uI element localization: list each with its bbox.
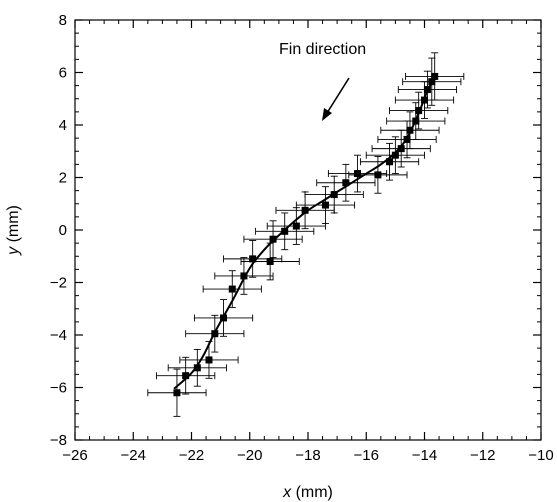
data-point: [421, 96, 428, 104]
y-axis: −8 −6 −4 −2 0 2 4 6 8: [50, 12, 541, 449]
x-tick-label: −20: [237, 447, 262, 464]
data-point: [397, 145, 405, 153]
data-point: [240, 272, 248, 280]
data-point: [321, 201, 329, 209]
y-axis-label-unit: (mm): [5, 205, 22, 242]
data-point: [281, 227, 289, 235]
data-point: [415, 107, 423, 115]
y-tick-label: −2: [50, 275, 67, 292]
x-tick-label: −14: [412, 447, 437, 464]
data-point: [292, 222, 300, 230]
y-tick-label: 8: [59, 12, 67, 29]
y-tick-label: 0: [59, 222, 67, 239]
data-point: [403, 135, 411, 143]
x-axis-label-unit: (mm): [296, 484, 333, 501]
x-tick-label: −18: [295, 447, 320, 464]
data-point: [193, 364, 201, 372]
y-tick-label: 2: [59, 170, 67, 187]
data-point: [211, 330, 219, 338]
data-point: [249, 255, 257, 263]
x-axis: −26 −24 −22 −20 −18 −16 −14 −12 −10: [62, 20, 554, 464]
data-point: [431, 72, 439, 80]
data-point: [423, 86, 431, 94]
y-axis-label-var: y: [5, 246, 22, 256]
x-tick-label: −10: [528, 447, 553, 464]
data-point: [269, 235, 277, 243]
data-point: [182, 372, 190, 380]
data-point: [406, 126, 414, 134]
plot-frame: [74, 19, 542, 441]
data-point: [220, 314, 228, 322]
data-point: [342, 179, 350, 187]
x-axis-label: x (mm): [282, 484, 333, 501]
data-point: [228, 285, 236, 293]
data-point: [301, 206, 309, 214]
y-tick-label: 4: [59, 117, 67, 134]
data-points: [173, 72, 439, 397]
y-tick-label: −8: [50, 432, 67, 449]
data-point: [391, 151, 399, 159]
fit-curve: [173, 74, 438, 390]
x-axis-label-var: x: [282, 484, 292, 501]
y-tick-label: −4: [50, 327, 67, 344]
data-point: [205, 356, 213, 364]
data-point: [173, 389, 181, 397]
x-tick-label: −26: [62, 447, 87, 464]
data-point: [266, 258, 274, 265]
data-point: [386, 158, 394, 166]
annotation-fin-direction: Fin direction: [279, 41, 366, 58]
data-point: [330, 191, 338, 199]
y-tick-label: −6: [50, 380, 67, 397]
data-point: [354, 170, 362, 178]
y-axis-label: y (mm): [5, 205, 22, 256]
data-point: [374, 171, 382, 179]
y-tick-label: 6: [59, 65, 67, 82]
x-tick-label: −22: [179, 447, 204, 464]
x-tick-label: −24: [121, 447, 146, 464]
x-tick-label: −16: [354, 447, 379, 464]
x-tick-label: −12: [470, 447, 495, 464]
data-point: [412, 117, 420, 125]
data-point: [428, 78, 436, 86]
arrow-icon: [322, 77, 350, 121]
